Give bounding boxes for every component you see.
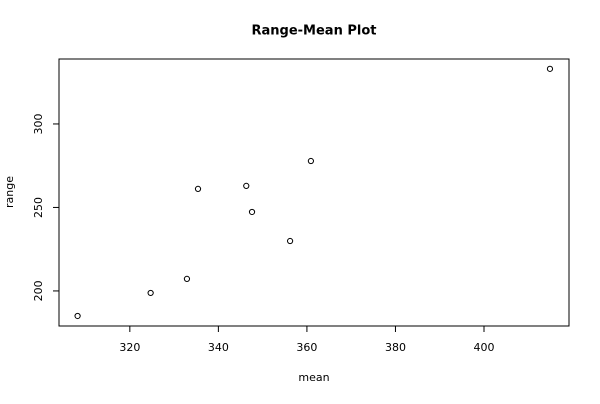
x-axis-label: mean [298, 371, 329, 384]
y-tick-label: 200 [32, 280, 45, 301]
point [74, 312, 81, 320]
point [183, 275, 191, 283]
point [286, 237, 294, 245]
point [194, 185, 202, 193]
chart-title: Range-Mean Plot [252, 24, 377, 39]
x-tick-label: 400 [474, 341, 495, 354]
x-tick-label: 360 [296, 341, 317, 354]
plot-frame [58, 58, 570, 327]
y-tick-label: 300 [32, 113, 45, 134]
point [546, 65, 554, 72]
y-axis-label: range [3, 176, 16, 208]
x-tick-label: 380 [385, 341, 406, 354]
point [248, 208, 256, 216]
x-tick-label: 340 [208, 341, 229, 354]
point [147, 289, 154, 297]
x-tick-label: 320 [119, 341, 140, 354]
point [243, 182, 250, 190]
point [307, 157, 315, 165]
y-tick-label: 250 [32, 197, 45, 218]
